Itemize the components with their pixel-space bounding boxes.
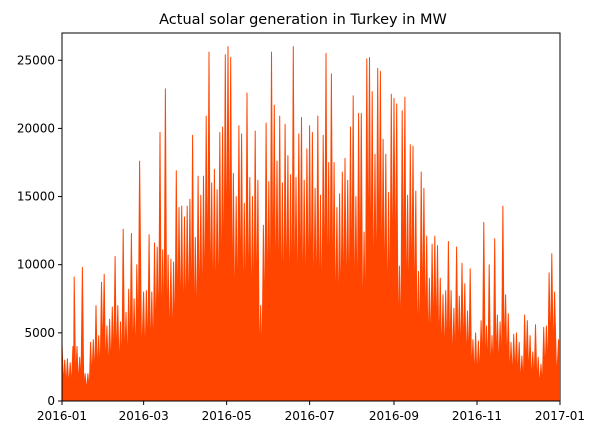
y-tick-label-3: 15000 [17,190,55,204]
chart-title: Actual solar generation in Turkey in MW [159,12,447,28]
plot-series [61,46,560,402]
x-tick-label-4: 2016-09 [369,409,419,423]
x-tick-label-1: 2016-03 [119,409,169,423]
x-tick-label-0: 2016-01 [37,409,87,423]
x-axis: 2016-01 2016-03 2016-05 2016-07 2016-09 2016-… [37,401,585,423]
x-tick-label-6: 2017-01 [535,409,585,423]
y-tick-label-2: 10000 [17,258,55,272]
x-tick-label-2: 2016-05 [202,409,252,423]
y-axis: 0 5000 10000 15000 20000 25000 [17,53,62,408]
y-tick-label-5: 25000 [17,53,55,67]
plot-frame [61,32,561,402]
y-tick-label-1: 5000 [24,326,55,340]
series-area-0 [61,46,560,402]
y-tick-label-0: 0 [47,394,55,408]
x-tick-label-3: 2016-07 [285,409,335,423]
x-tick-label-5: 2016-11 [452,409,502,423]
y-tick-label-4: 20000 [17,121,55,135]
